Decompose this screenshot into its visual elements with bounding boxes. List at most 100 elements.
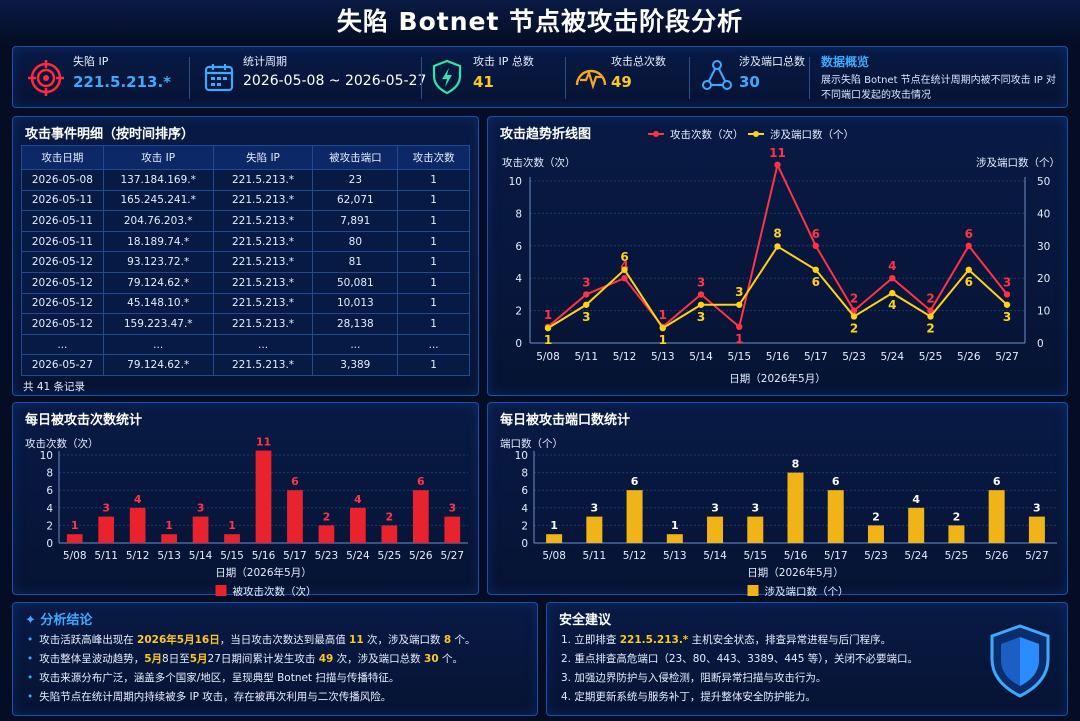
bar bbox=[412, 490, 429, 543]
x-tick-label: 5/12 bbox=[126, 550, 150, 562]
table-cell: 1 bbox=[397, 230, 470, 253]
bar-value-label: 4 bbox=[912, 493, 920, 506]
table-cell: 18.189.74.* bbox=[102, 230, 214, 253]
calendar-icon bbox=[204, 64, 234, 92]
y-axis-label: 端口数（个） bbox=[500, 437, 563, 450]
x-tick-label: 5/15 bbox=[220, 550, 244, 562]
table-cell: 23 bbox=[312, 169, 399, 191]
divider bbox=[189, 57, 190, 99]
data-point bbox=[812, 266, 819, 273]
analysis-item: • 攻击活跃高峰出现在 2026年5月16日，当日攻击次数达到最高值 11 次，涉… bbox=[27, 634, 476, 646]
data-point bbox=[965, 266, 972, 273]
x-tick-label: 5/24 bbox=[904, 550, 928, 562]
table-cell: 10,013 bbox=[312, 292, 399, 315]
table-cell: 221.5.213.* bbox=[212, 230, 314, 253]
x-tick-label: 5/24 bbox=[346, 550, 370, 562]
x-tick-label: 5/14 bbox=[689, 351, 713, 363]
analysis-panel: ✦ 分析结论 • 攻击活跃高峰出现在 2026年5月16日，当日攻击次数达到最高值… bbox=[12, 602, 538, 716]
data-label: 6 bbox=[812, 227, 820, 241]
bar-value-label: 1 bbox=[165, 519, 173, 532]
table-cell: ... bbox=[21, 333, 104, 356]
bar-value-label: 8 bbox=[792, 458, 800, 471]
x-tick-label: 5/08 bbox=[536, 351, 560, 363]
y-tick-label: 0 bbox=[46, 538, 53, 550]
x-axis-label: 日期（2026年5月） bbox=[747, 566, 843, 579]
table-cell: 221.5.213.* bbox=[212, 354, 314, 376]
trend-line-chart: 攻击次数（次） 涉及端口数（个） 攻击次数（次） 涉及端口数（个） 日期（2026年5月… bbox=[502, 128, 1060, 385]
stat-label-period: 统计周期 bbox=[243, 55, 287, 68]
daily-attack-panel: 每日被攻击次数统计 攻击次数（次） 0 2 4 6 8 10 1 5/08 3 5/11 4 5/12 1… bbox=[12, 402, 479, 596]
table-cell: 1 bbox=[397, 251, 470, 273]
bar-value-label: 1 bbox=[228, 519, 236, 532]
stat-label-ip-count: 攻击 IP 总数 bbox=[473, 55, 534, 68]
y-tick-label: 6 bbox=[515, 241, 522, 253]
bar bbox=[626, 490, 643, 543]
table-cell: 3,389 bbox=[312, 354, 399, 376]
stat-value-period: 2026-05-08 ~ 2026-05-27 bbox=[243, 73, 427, 89]
shield-icon bbox=[990, 624, 1050, 698]
table-row: 2026-05-08 137.184.169.* 221.5.213.* 23 1 bbox=[21, 169, 470, 191]
table-cell: 28,138 bbox=[312, 313, 399, 335]
x-tick-label: 5/27 bbox=[440, 550, 464, 562]
bar bbox=[444, 516, 461, 543]
analysis-item: • 失陷节点在统计周期内持续被多 IP 攻击，存在被再次利用与二次传播风险。 bbox=[27, 691, 392, 703]
bar-value-label: 3 bbox=[711, 502, 719, 515]
data-label: 6 bbox=[965, 227, 973, 241]
daily-port-panel: 每日被攻击端口数统计 端口数（个） 0 2 4 6 8 10 1 5/08 3 5/11 6 5/12 1… bbox=[487, 402, 1068, 596]
x-tick-label: 5/15 bbox=[727, 351, 751, 363]
page-title: 失陷 Botnet 节点被攻击阶段分析 bbox=[0, 0, 1080, 44]
advice-list: 1. 立即排查 221.5.213.* 主机安全状态，排查异常进程与后门程序。 2… bbox=[561, 631, 918, 707]
x-tick-label: 5/27 bbox=[1025, 550, 1049, 562]
bar bbox=[255, 450, 272, 543]
daily-port-bar-chart: 端口数（个） 0 2 4 6 8 10 1 5/08 3 5/11 6 5/12 1 5/13 3 5/14 3 5… bbox=[500, 437, 1057, 596]
table-header: 攻击日期 bbox=[21, 145, 104, 170]
data-label: 2 bbox=[926, 292, 934, 306]
stat-label-port-count: 涉及端口总数 bbox=[739, 55, 805, 68]
bar-value-label: 3 bbox=[591, 502, 599, 515]
bar-value-label: 6 bbox=[832, 475, 840, 488]
x-axis-label: 日期（2026年5月） bbox=[215, 566, 311, 579]
x-tick-label: 5/25 bbox=[378, 550, 402, 562]
x-tick-label: 5/13 bbox=[663, 550, 687, 562]
table-cell: 137.184.169.* bbox=[102, 169, 214, 191]
table-cell: 1 bbox=[397, 210, 470, 232]
table-cell: 79.124.62.* bbox=[102, 271, 214, 294]
table-cell: 2026-05-12 bbox=[21, 251, 104, 273]
legend-label: 涉及端口数（个） bbox=[770, 128, 854, 141]
bar bbox=[827, 490, 844, 543]
analysis-list: • 攻击活跃高峰出现在 2026年5月16日，当日攻击次数达到最高值 11 次，涉… bbox=[27, 631, 476, 707]
bar bbox=[318, 525, 335, 543]
bar-value-label: 6 bbox=[993, 475, 1001, 488]
advice-panel: 安全建议 1. 立即排查 221.5.213.* 主机安全状态，排查异常进程与后… bbox=[546, 602, 1068, 716]
table-cell: 7,891 bbox=[312, 210, 399, 232]
data-label: 2 bbox=[926, 321, 934, 335]
x-tick-label: 5/11 bbox=[94, 550, 118, 562]
data-label: 3 bbox=[735, 285, 743, 299]
stat-value-attack-count: 49 bbox=[611, 73, 632, 91]
y2-tick-label: 40 bbox=[1037, 208, 1050, 220]
legend-swatch bbox=[747, 585, 759, 596]
x-tick-label: 5/13 bbox=[157, 550, 181, 562]
advice-item: 4. 定期更新系统与服务补丁，提升整体安全防护能力。 bbox=[561, 691, 816, 703]
table-row: 2026-05-27 79.124.62.* 221.5.213.* 3,389 1 bbox=[21, 354, 470, 376]
table-cell: 2026-05-11 bbox=[21, 189, 104, 212]
x-tick-label: 5/16 bbox=[784, 550, 808, 562]
data-label: 4 bbox=[888, 259, 896, 273]
bar bbox=[666, 534, 683, 543]
y-tick-label: 6 bbox=[521, 485, 528, 497]
table-cell: 221.5.213.* bbox=[212, 210, 314, 232]
bar bbox=[908, 507, 925, 543]
bar bbox=[192, 516, 209, 543]
bar bbox=[66, 534, 83, 543]
table-cell: 80 bbox=[312, 230, 399, 253]
target-icon bbox=[28, 60, 64, 96]
bar bbox=[1028, 516, 1045, 543]
daily-port-title: 每日被攻击端口数统计 bbox=[500, 413, 631, 428]
advice-item: 1. 立即排查 221.5.213.* 主机安全状态，排查异常进程与后门程序。 bbox=[561, 634, 892, 646]
data-point bbox=[736, 323, 743, 330]
legend-label: 涉及端口数（个） bbox=[765, 585, 849, 596]
table-cell: 50,081 bbox=[312, 271, 399, 294]
table-row: 2026-05-12 45.148.10.* 221.5.213.* 10,013 1 bbox=[21, 292, 470, 315]
table-cell: 2026-05-12 bbox=[21, 313, 104, 335]
bar-value-label: 3 bbox=[197, 502, 205, 515]
